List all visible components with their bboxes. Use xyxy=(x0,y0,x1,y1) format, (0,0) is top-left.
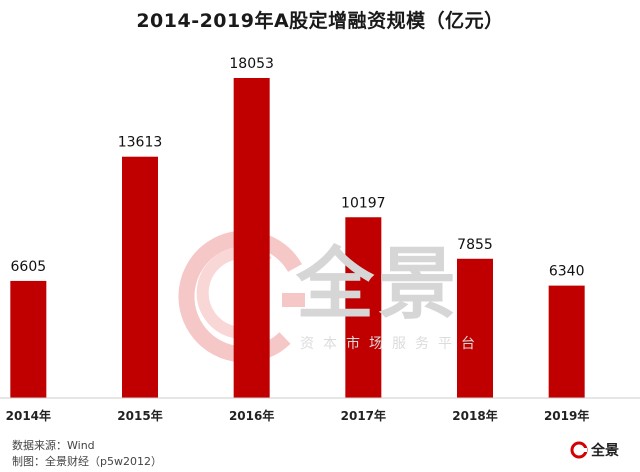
chart-maker-note: 制图：全景财经（p5w2012） xyxy=(12,455,162,468)
bar-value-label: 10197 xyxy=(341,195,386,211)
bar-2019年 xyxy=(548,285,585,398)
bar-value-label: 7855 xyxy=(457,237,493,253)
bar-value-label: 6340 xyxy=(549,264,585,280)
labels-group: 6605 2014年 13613 2015年 18053 2016年 10197 2017年 7… xyxy=(6,56,590,423)
logo-mark-icon xyxy=(570,441,588,459)
bar-value-label: 13613 xyxy=(118,135,163,151)
bar-2018年 xyxy=(457,258,493,398)
chart-title: 2014-2019年A股定增融资规模（亿元） xyxy=(136,10,504,32)
bars-group xyxy=(10,78,585,398)
bar-2016年 xyxy=(233,78,270,398)
x-tick-label: 2019年 xyxy=(544,408,589,423)
data-source-note: 数据来源：Wind xyxy=(12,439,95,452)
x-tick-label: 2016年 xyxy=(229,408,274,423)
x-tick-label: 2018年 xyxy=(452,408,497,423)
watermark-subtitle: 资本市场服务平台 xyxy=(300,336,484,352)
x-tick-label: 2014年 xyxy=(6,408,51,423)
logo-text: 全景 xyxy=(591,443,619,459)
bar-2015年 xyxy=(122,156,158,398)
bar-value-label: 18053 xyxy=(229,56,274,72)
bar-value-label: 6605 xyxy=(11,259,47,275)
x-tick-label: 2017年 xyxy=(341,408,386,423)
watermark-brand: 全景 xyxy=(296,240,461,330)
bar-2014年 xyxy=(10,280,47,398)
bar-2017年 xyxy=(345,217,382,398)
brand-logo: 全景 xyxy=(570,440,619,460)
x-tick-label: 2015年 xyxy=(117,408,162,423)
